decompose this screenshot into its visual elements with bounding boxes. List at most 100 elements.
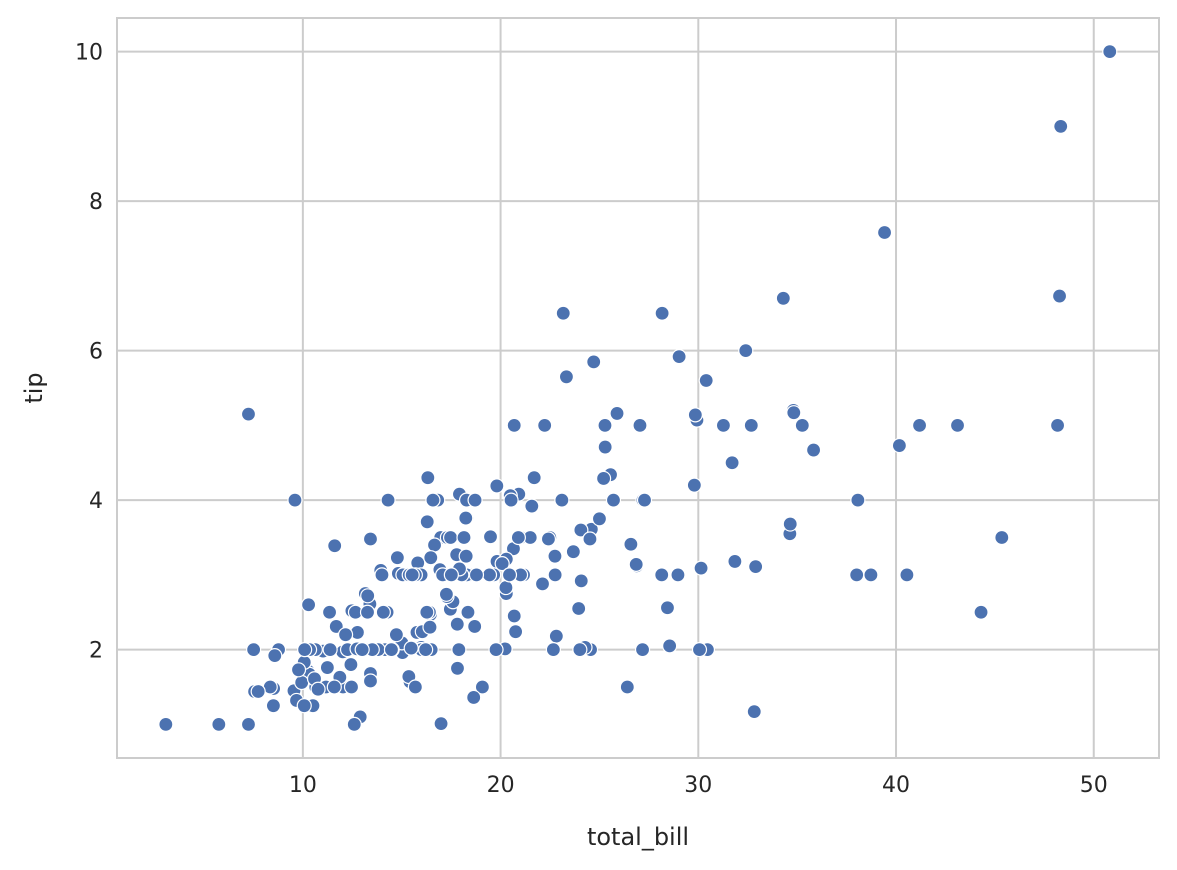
data-point (501, 567, 518, 583)
data-point (582, 531, 598, 547)
data-point (489, 478, 505, 494)
y-tick-label: 10 (75, 41, 103, 66)
data-point (267, 647, 283, 664)
data-point (1051, 288, 1068, 304)
y-tick-label: 4 (89, 489, 103, 514)
data-point (380, 492, 396, 508)
data-point (534, 576, 551, 592)
data-point (458, 510, 474, 526)
data-point (597, 439, 613, 455)
data-point (973, 604, 989, 620)
data-point (211, 716, 227, 732)
data-point (290, 662, 307, 678)
data-point (287, 492, 303, 508)
data-point (319, 659, 335, 676)
y-axis-label: tip (20, 372, 48, 403)
data-point (343, 679, 360, 695)
data-point (474, 679, 490, 695)
data-point (632, 417, 648, 433)
data-point (591, 511, 608, 527)
data-point (506, 608, 522, 624)
data-point (597, 417, 613, 433)
data-point (321, 604, 338, 620)
data-point (389, 550, 405, 566)
data-point (586, 354, 602, 370)
x-tick-label: 10 (289, 773, 317, 798)
data-point (619, 679, 635, 695)
data-point (693, 560, 709, 576)
data-point (565, 544, 581, 560)
data-point (250, 683, 266, 700)
data-point (488, 642, 504, 658)
data-point (595, 470, 612, 487)
data-point (337, 627, 354, 643)
y-tick-label: 6 (89, 340, 103, 365)
data-point (634, 642, 651, 658)
data-point (449, 660, 466, 676)
data-point (326, 679, 342, 695)
data-point (360, 588, 376, 604)
data-point (407, 679, 423, 695)
data-point (343, 656, 359, 673)
data-point (571, 600, 587, 617)
data-point (481, 567, 498, 583)
data-point (628, 556, 644, 573)
data-point (265, 698, 281, 714)
data-point (451, 642, 467, 658)
data-point (899, 567, 915, 583)
data-point (354, 642, 370, 658)
data-point (691, 642, 708, 658)
data-point (346, 716, 362, 732)
plot-background (117, 18, 1159, 758)
data-point (786, 405, 802, 421)
data-point (782, 516, 798, 532)
data-point (467, 618, 483, 635)
data-point (547, 567, 563, 583)
data-point (1053, 118, 1069, 134)
data-point (403, 640, 419, 656)
data-point (724, 455, 740, 471)
data-point (425, 492, 441, 508)
data-point (375, 604, 391, 620)
data-point (460, 604, 476, 620)
data-point (659, 600, 676, 616)
data-points (158, 44, 1118, 732)
data-point (746, 704, 762, 720)
data-point (362, 673, 379, 689)
data-point (537, 417, 553, 433)
y-tick-label: 2 (89, 639, 103, 664)
data-point (418, 642, 434, 658)
data-point (670, 567, 686, 583)
data-point (388, 627, 404, 643)
data-point (863, 567, 879, 583)
data-point (443, 567, 459, 583)
x-axis-label: total_bill (587, 823, 689, 851)
data-point (573, 573, 589, 589)
data-point (300, 597, 317, 613)
data-point (419, 604, 435, 620)
data-point (240, 716, 257, 732)
data-point (775, 290, 791, 306)
data-point (362, 531, 379, 547)
data-point (322, 642, 338, 658)
data-point (715, 417, 732, 433)
data-point (891, 437, 907, 454)
data-point (383, 642, 400, 658)
y-axis-ticks: 2 4 6 8 10 (75, 41, 103, 664)
data-point (547, 548, 563, 564)
data-point (508, 624, 524, 640)
data-point (572, 642, 588, 658)
data-point (420, 470, 436, 486)
x-tick-label: 40 (882, 773, 910, 798)
x-tick-label: 20 (487, 773, 515, 798)
data-point (911, 417, 928, 433)
data-point (294, 674, 310, 691)
data-point (482, 529, 499, 545)
data-point (510, 529, 526, 546)
data-point (442, 529, 459, 546)
data-point (158, 716, 174, 732)
data-point (449, 616, 465, 632)
data-point (743, 417, 759, 433)
data-point (503, 492, 519, 508)
